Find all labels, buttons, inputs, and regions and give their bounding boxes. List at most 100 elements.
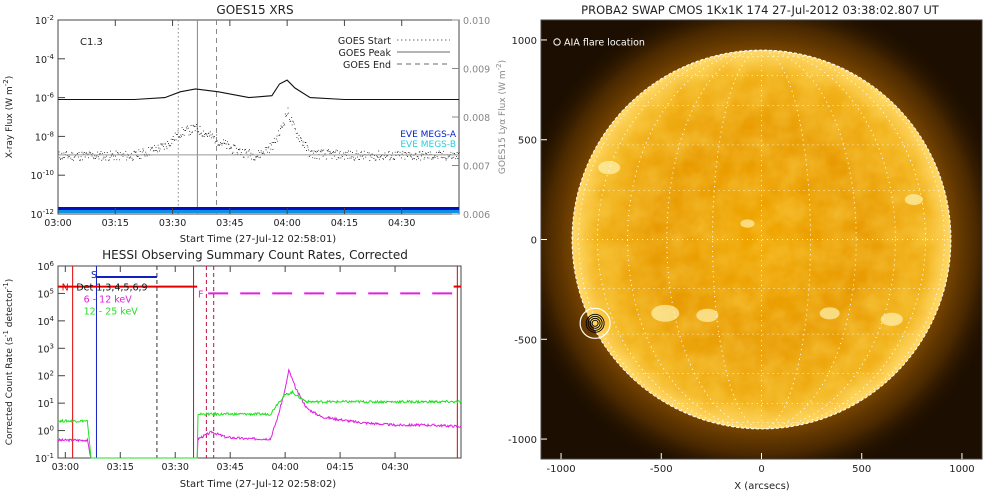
goes-series: [58, 79, 460, 213]
swap-flare-contour: [591, 319, 599, 327]
tick-base: 10: [30, 210, 42, 221]
goes-y2-tick-label: 0.007: [463, 162, 490, 173]
tick-exponent: -1: [47, 452, 54, 460]
swap-active-region: [819, 307, 840, 320]
hessi-annotation-detectors: Det 1,3,4,5,6,9: [76, 283, 147, 294]
tick-exponent: -8: [47, 130, 54, 138]
goes-y-tick-label: 10-6: [35, 92, 55, 105]
hessi-y-tick-label: 105: [37, 287, 54, 300]
goes-chart-title: GOES15 XRS: [216, 3, 293, 17]
swap-active-region: [651, 304, 680, 322]
swap-image-title: PROBA2 SWAP CMOS 1Kx1K 174 27-Jul-2012 0…: [581, 3, 940, 17]
swap-longitude-line: [627, 50, 896, 429]
tick-base: 10: [37, 372, 49, 383]
goes-legend-label: GOES Start: [338, 36, 391, 47]
swap-active-region: [740, 219, 755, 228]
hessi-annotation-n: N: [62, 283, 69, 294]
goes-y-tick-label: 10-10: [30, 169, 54, 182]
goes-y2-tick-label: 0.009: [463, 65, 490, 76]
hessi-chart-title: HESSI Observing Summary Count Rates, Cor…: [102, 248, 408, 262]
tick-base: 10: [35, 16, 47, 27]
tick-base: 10: [30, 171, 42, 182]
swap-longitude-line: [712, 50, 811, 429]
tick-base: 10: [37, 399, 49, 410]
swap-annotation-marker: [553, 38, 561, 46]
tick-base: 10: [37, 427, 49, 438]
eve-megs-b-bar: [58, 210, 459, 213]
goes-axes: 03:00 03:15 03:30 03:45 04:00 04:15 04:3010-21…: [30, 14, 490, 229]
hessi-x-tick-label: 03:00: [52, 462, 79, 473]
tick-base: 10: [37, 289, 49, 300]
hessi-annotation-f: F: [198, 289, 203, 300]
goes-y-tick-label: 10-4: [35, 53, 55, 66]
hessi-y-tick-label: 101: [37, 397, 54, 410]
tick-exponent: 6: [50, 260, 55, 268]
swap-flare-circle: [579, 307, 611, 339]
hessi-y-tick-label: 103: [37, 342, 54, 355]
tick-base: 10: [37, 262, 49, 273]
swap-x-tick-label: -500: [650, 464, 673, 475]
hessi-legend-label: 6 - 12 keV: [84, 295, 133, 306]
swap-image-clip: AIA flare location: [541, 20, 982, 459]
swap-y-tick-label: -1000: [508, 435, 537, 446]
hessi-legend-label: 12 - 25 keV: [84, 307, 139, 318]
tick-exponent: -6: [47, 92, 55, 100]
swap-heliographic-grid: [572, 50, 951, 429]
goes-x-tick-label: 03:15: [102, 218, 129, 229]
goes-x-tick-label: 03:45: [216, 218, 243, 229]
tick-base: 10: [35, 454, 47, 465]
tick-base: 10: [35, 132, 47, 143]
hessi-series-1: [57, 389, 462, 459]
hessi-x-axis-label: Start Time (27-Jul-12 02:58:02): [180, 479, 337, 490]
tick-exponent: 5: [50, 287, 54, 295]
swap-active-region: [880, 312, 903, 326]
goes-y-tick-label: 10-8: [35, 130, 54, 143]
swap-limb: [571, 49, 952, 430]
swap-longitude-line: [666, 50, 857, 429]
hessi-x-tick-label: 04:15: [326, 462, 353, 473]
hessi-x-tick-label: 03:30: [162, 462, 189, 473]
tick-exponent: 1: [50, 397, 54, 405]
tick-exponent: 4: [50, 315, 55, 323]
swap-sun-image: AIA flare location: [541, 20, 982, 459]
tick-exponent: 2: [50, 370, 54, 378]
swap-x-tick-label: 1000: [949, 464, 974, 475]
tick-exponent: -4: [47, 53, 55, 61]
goes-x-tick-label: 04:30: [388, 218, 415, 229]
tick-exponent: -2: [47, 14, 54, 22]
hessi-y-axis-label: Corrected Count Rate (s-1 detector-1): [2, 279, 15, 446]
goes-x-tick-label: 03:00: [44, 218, 71, 229]
hessi-x-tick-label: 04:00: [271, 462, 298, 473]
goes-x-tick-label: 04:15: [331, 218, 358, 229]
goes-flare-class: C1.3: [80, 37, 103, 48]
hessi-y-tick-label: 106: [37, 260, 54, 273]
swap-y-tick-label: 1000: [512, 36, 537, 47]
goes-plot-area: [57, 19, 460, 215]
goes-x-tick-label: 04:00: [273, 218, 300, 229]
swap-flare-contour: [587, 315, 603, 331]
hessi-series: [57, 368, 462, 459]
swap-x-tick-label: 500: [852, 464, 871, 475]
goes-markers: [177, 20, 217, 214]
goes-xrs-chart: GOES15 XRS 03:00 03:15 03:30 03:45 04:00 04:1…: [2, 3, 508, 245]
goes-y2-tick-label: 0.008: [463, 113, 490, 124]
eve-label: EVE MEGS-A: [400, 130, 457, 140]
hessi-annotation-s: S: [91, 270, 97, 281]
tick-base: 10: [37, 344, 49, 355]
hessi-y-tick-label: 102: [37, 370, 54, 383]
swap-flare-contour: [589, 317, 601, 329]
hessi-y-tick-label: 100: [37, 425, 54, 438]
hessi-y-tick-label: 10-1: [35, 452, 54, 465]
swap-x-tick-label: 0: [758, 464, 764, 475]
goes-y2-axis-label: GOES15 Lyα Flux (W m-2): [495, 60, 508, 174]
swap-y-tick-label: 0: [531, 236, 537, 247]
hessi-axes: 03:00 03:15 03:30 03:45 04:00 04:15 04:3010610…: [35, 260, 409, 473]
swap-axes: -1000 -500 0 500 1000 1000 500 0 -500 -1000: [508, 19, 983, 475]
goes-x-axis-label: Start Time (27-Jul-12 02:58:01): [180, 234, 337, 245]
hessi-plot-area: [57, 265, 462, 459]
tick-base: 10: [37, 317, 49, 328]
goes-y2-tick-label: 0.010: [463, 16, 490, 27]
swap-image-panel: PROBA2 SWAP CMOS 1Kx1K 174 27-Jul-2012 0…: [508, 3, 983, 492]
